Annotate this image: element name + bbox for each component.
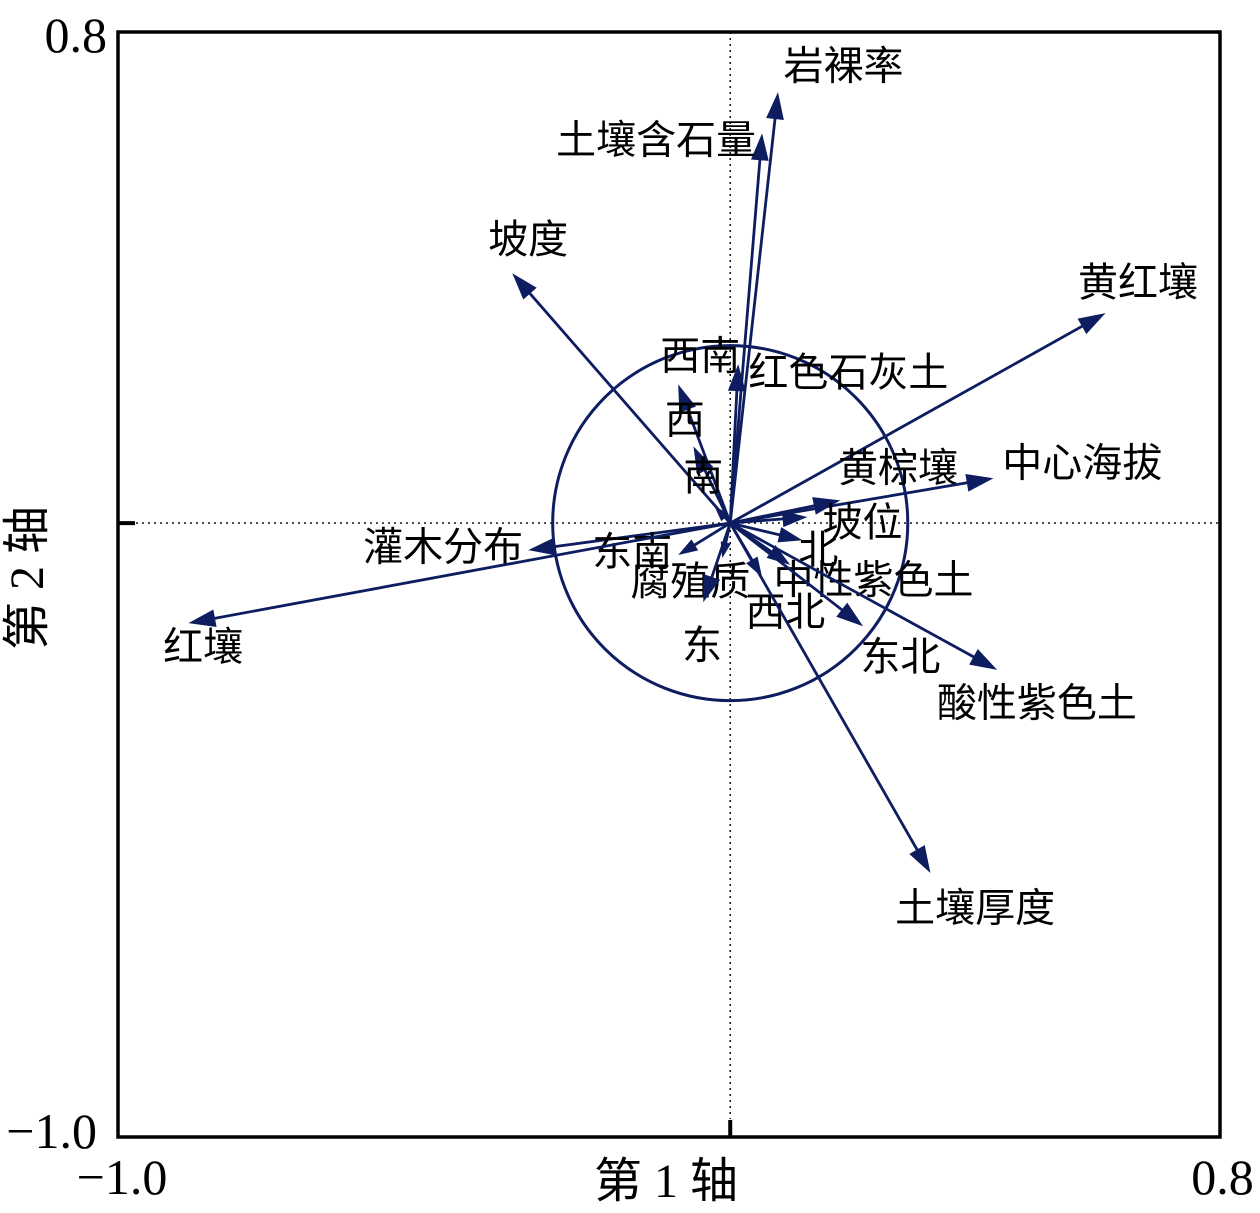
- y-axis-max-tick-label: 0.8: [44, 7, 108, 63]
- vector-label-17: 东: [682, 623, 722, 668]
- vector-label-15: 西北: [745, 590, 825, 635]
- vector-shaft-19: [204, 521, 731, 622]
- vector-shaft-12: [544, 521, 731, 550]
- vector-label-12: 灌木分布: [363, 525, 523, 570]
- vector-label-18: 东北: [860, 634, 940, 679]
- x-axis-title: 第 1 轴: [593, 1155, 738, 1208]
- vector-arrowhead-12: [528, 537, 557, 556]
- vector-label-4: 红色石灰土: [748, 350, 948, 395]
- vector-label-20: 酸性紫色土: [937, 680, 1137, 725]
- vector-shaft-17: [707, 522, 732, 588]
- vector-arrowhead-18: [836, 602, 864, 627]
- vector-arrowhead-10: [782, 510, 808, 528]
- vector-label-19: 红壤: [163, 625, 243, 670]
- vector-arrowhead-4: [727, 364, 746, 392]
- vector-shaft-9: [729, 479, 978, 525]
- vector-label-1: 土壤含石量: [556, 118, 756, 163]
- vector-label-10: 坡位: [822, 500, 902, 545]
- vector-arrowhead-13: [678, 539, 699, 556]
- vector-shaft-18: [729, 522, 852, 618]
- vector-shaft-11: [729, 521, 789, 539]
- vector-label-8: 黄棕壤: [838, 445, 958, 490]
- vector-arrowhead-1: [750, 133, 769, 161]
- vector-shaft-20: [729, 521, 984, 664]
- vector-shaft-4: [728, 380, 739, 524]
- vector-arrowhead-2: [512, 273, 537, 300]
- plot-border: [116, 30, 1222, 1139]
- vector-shaft-2: [521, 284, 732, 525]
- vector-arrowhead-17: [703, 574, 721, 603]
- vector-label-14: 腐殖质: [630, 559, 750, 604]
- vector-arrowhead-6: [693, 446, 714, 475]
- vector-shaft-10: [730, 516, 793, 525]
- vector-shaft-1: [728, 149, 763, 524]
- vector-arrowhead-16: [766, 545, 791, 565]
- vector-shaft-0: [728, 108, 778, 524]
- vector-arrowhead-21: [909, 845, 931, 874]
- vector-label-9: 中心海拔: [1002, 440, 1162, 485]
- vector-arrowhead-5: [678, 384, 697, 413]
- vector-arrowhead-0: [766, 92, 784, 120]
- y-axis-min-tick-label: −1.0: [6, 1103, 97, 1159]
- vector-shaft-3: [729, 319, 1093, 525]
- vector-label-6: 西: [665, 397, 705, 442]
- vector-label-21: 土壤厚度: [895, 886, 1055, 931]
- vector-label-2: 坡度: [488, 217, 568, 262]
- vector-arrowhead-9: [965, 474, 994, 492]
- vector-arrowhead-3: [1077, 313, 1106, 335]
- vector-arrowhead-20: [969, 649, 998, 670]
- vector-shaft-13: [687, 521, 731, 551]
- vector-arrowhead-19: [188, 609, 217, 628]
- vector-label-0: 岩裸率: [783, 43, 903, 88]
- vector-arrowhead-7: [714, 505, 730, 522]
- y-axis-title: 第 2 轴: [1, 506, 54, 651]
- vector-shaft-21: [729, 522, 924, 860]
- x-axis-min-tick-label: −1.0: [76, 1149, 168, 1205]
- vector-label-5: 西南: [660, 334, 740, 379]
- vector-arrowhead-11: [777, 527, 803, 543]
- unit-circle: [551, 344, 910, 703]
- vector-label-3: 黄红壤: [1078, 260, 1198, 305]
- vector-label-7: 南: [683, 454, 723, 499]
- x-axis-max-tick-label: 0.8: [1191, 1149, 1254, 1205]
